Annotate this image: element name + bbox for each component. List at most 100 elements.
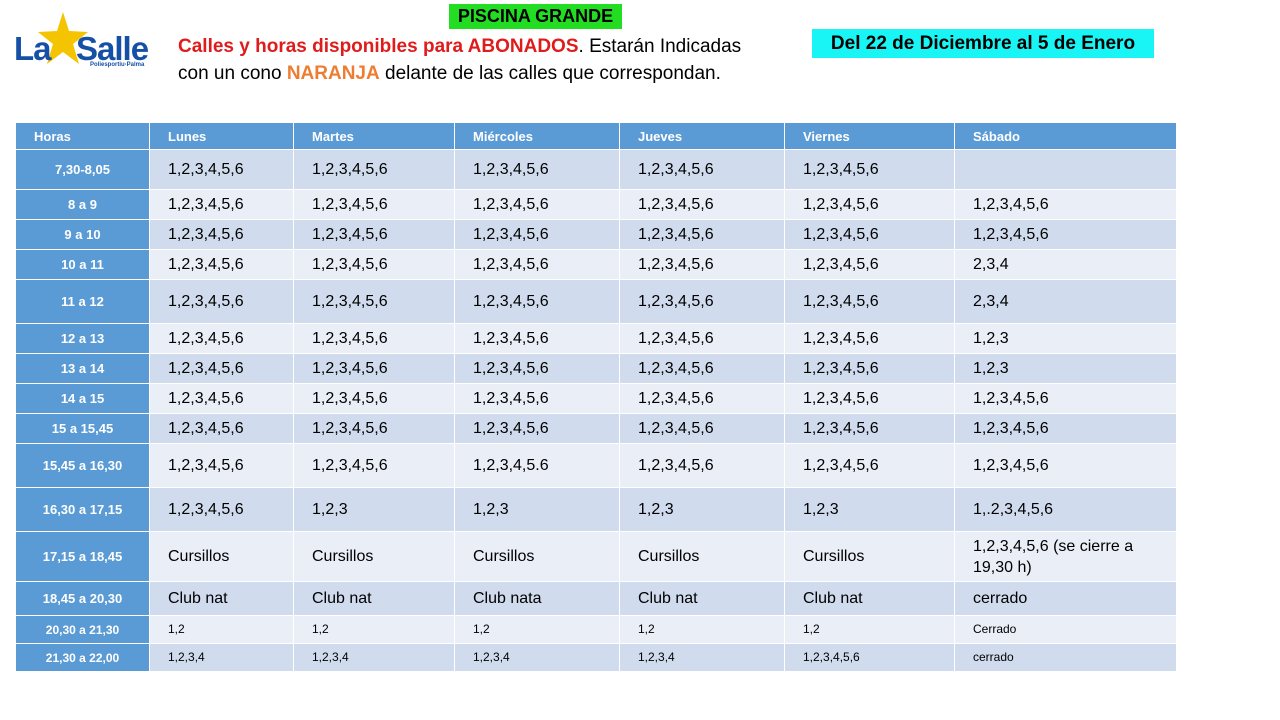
header-sabado: Sábado [954,122,1177,150]
table-row: 8 a 9 1,2,3,4,5,6 1,2,3,4,5,6 1,2,3,4,5,6 1,… [15,189,1177,220]
lanes-cell: 1,2,3,4,5,6 [454,189,620,220]
lanes-cell: 1,2,3,4,5,6 [619,279,785,324]
header-viernes: Viernes [784,122,955,150]
hour-cell: 20,30 a 21,30 [15,615,150,644]
lanes-cell: cerrado [954,581,1177,616]
lanes-cell: 1,2,3 [954,353,1177,384]
lanes-cell: 1,2,3,4,5,6 [954,443,1177,488]
hour-cell: 14 a 15 [15,383,150,414]
lanes-cell: 1,2 [454,615,620,644]
lanes-cell: 1,2,3 [954,323,1177,354]
lanes-cell: 1,2,3,4,5,6 [784,383,955,414]
date-range: Del 22 de Diciembre al 5 de Enero [812,29,1154,58]
lanes-cell: 1,2,3,4,5,6 (se cierre a 19,30 h) [954,531,1177,582]
lanes-cell: 1,2,3,4,5,6 [954,383,1177,414]
lanes-cell: 1,2 [619,615,785,644]
hour-cell: 11 a 12 [15,279,150,324]
lanes-cell: 1,2,3,4,5,6 [619,413,785,444]
lanes-cell: 1,2,3,4,5,6 [149,383,294,414]
lanes-cell: 1,2,3,4,5,6 [784,353,955,384]
lanes-cell: 1,2,3,4,5,6 [954,219,1177,250]
table-header-row: Horas Lunes Martes Miércoles Jueves Vier… [15,122,1177,150]
lanes-cell: 1,2,3,4,5,6 [784,443,955,488]
lanes-cell: 1,2,3,4,5,6 [784,149,955,190]
intro-orange-text: NARANJA [286,63,380,84]
table-row: 7,30-8,05 1,2,3,4,5,6 1,2,3,4,5,6 1,2,3,4,5… [15,149,1177,190]
lanes-cell: 1,2,3,4 [619,643,785,672]
lanes-cell: Cursillos [149,531,294,582]
lanes-cell: 1,2,3,4,5,6 [619,149,785,190]
lanes-cell: 1,2,3,4,5,6 [293,383,455,414]
lanes-cell: 1,2,3,4,5,6 [619,189,785,220]
lanes-cell: 1,2,3,4,5,6 [149,323,294,354]
hour-cell: 12 a 13 [15,323,150,354]
lanes-cell: 1,2,3,4,5,6 [619,383,785,414]
lanes-cell: 1,2,3,4,5,6 [454,353,620,384]
lanes-cell: 1,2,3,4,5,6 [784,413,955,444]
table-row: 13 a 14 1,2,3,4,5,6 1,2,3,4,5,6 1,2,3,4,5,6… [15,353,1177,384]
logo-word-salle: Salle [76,30,149,67]
lanes-cell: 1,2,3,4,5,6 [619,353,785,384]
hour-cell: 10 a 11 [15,249,150,280]
lanes-cell: 1,2,3,4,5,6 [619,249,785,280]
lanes-cell: 1,2 [149,615,294,644]
table-row: 10 a 11 1,2,3,4,5,6 1,2,3,4,5,6 1,2,3,4,5,6… [15,249,1177,280]
intro-text-after-red: . Estarán Indicadas [578,36,742,57]
lanes-cell: 1,2,3,4,5,6 [454,149,620,190]
lanes-cell: Club nat [784,581,955,616]
lanes-cell: 1,2,3,4,5,6 [954,413,1177,444]
lanes-cell: 1,2,3,4,5,6 [149,149,294,190]
intro-text: Calles y horas disponibles para ABONADOS… [178,33,741,87]
table-row: 20,30 a 21,30 1,2 1,2 1,2 1,2 1,2 Cerrado [15,615,1177,644]
lanes-cell: 1,2,3,4,5,6 [149,219,294,250]
lanes-cell: 1,2,3,4 [454,643,620,672]
lanes-cell: Cursillos [619,531,785,582]
lanes-cell: cerrado [954,643,1177,672]
intro-line2-before: con un cono [178,63,287,84]
lanes-cell: 1,2,3,4,5,6 [619,219,785,250]
header-lunes: Lunes [149,122,294,150]
lanes-cell: 1,2,3,4,5,6 [954,189,1177,220]
lanes-cell: 1,2,3,4,5,6 [149,353,294,384]
lanes-cell: 1,2 [784,615,955,644]
la-salle-logo: La Salle Poliesportiu·Palma [12,12,160,74]
table-row: 14 a 15 1,2,3,4,5,6 1,2,3,4,5,6 1,2,3,4,5,6… [15,383,1177,414]
lanes-cell: 1,2,3,4,5,6 [293,219,455,250]
lanes-cell: 1,2,3,4,5,6 [784,219,955,250]
lanes-cell [954,149,1177,190]
lanes-cell: Cursillos [293,531,455,582]
page-title: PISCINA GRANDE [449,4,622,29]
lanes-cell: 1,2,3,4,5,6 [293,149,455,190]
lanes-cell: 1,2,3,4,5,6 [454,249,620,280]
lanes-cell: 1,2 [293,615,455,644]
lanes-cell: 1,2,3,4,5,6 [454,279,620,324]
table-row: 21,30 a 22,00 1,2,3,4 1,2,3,4 1,2,3,4 1,2,3,… [15,643,1177,672]
logo-subtitle: Poliesportiu·Palma [90,62,145,68]
lanes-cell: 1,2,3,4,5,6 [149,279,294,324]
table-row: 17,15 a 18,45 Cursillos Cursillos Cursillos… [15,531,1177,582]
table-row: 18,45 a 20,30 Club nat Club nat Club nata Cl… [15,581,1177,616]
lanes-cell: 1,2,3,4,5,6 [293,249,455,280]
header-jueves: Jueves [619,122,785,150]
table-row: 15,45 a 16,30 1,2,3,4,5,6 1,2,3,4,5,6 1,2,3… [15,443,1177,488]
hour-cell: 9 a 10 [15,219,150,250]
lanes-cell: 2,3,4 [954,249,1177,280]
lanes-cell: 1,2,3 [784,487,955,532]
hour-cell: 7,30-8,05 [15,149,150,190]
lanes-cell: 1,2,3,4,5,6 [149,443,294,488]
table-row: 9 a 10 1,2,3,4,5,6 1,2,3,4,5,6 1,2,3,4,5,6 1… [15,219,1177,250]
lanes-cell: 2,3,4 [954,279,1177,324]
lanes-cell: 1,2,3,4,5,6 [149,189,294,220]
lanes-cell: 1,2,3,4,5,6 [149,487,294,532]
hour-cell: 17,15 a 18,45 [15,531,150,582]
star-icon [38,12,88,64]
logo-word-la: La [14,30,52,67]
intro-line2-after: delante de las calles que correspondan. [379,63,721,84]
hour-cell: 15 a 15,45 [15,413,150,444]
schedule-table: Horas Lunes Martes Miércoles Jueves Vier… [15,122,1177,672]
lanes-cell: 1,2,3,4,5,6 [293,413,455,444]
lanes-cell: 1,2,3,4 [149,643,294,672]
lanes-cell: 1,2,3 [619,487,785,532]
table-row: 15 a 15,45 1,2,3,4,5,6 1,2,3,4,5,6 1,2,3,4,… [15,413,1177,444]
hour-cell: 16,30 a 17,15 [15,487,150,532]
